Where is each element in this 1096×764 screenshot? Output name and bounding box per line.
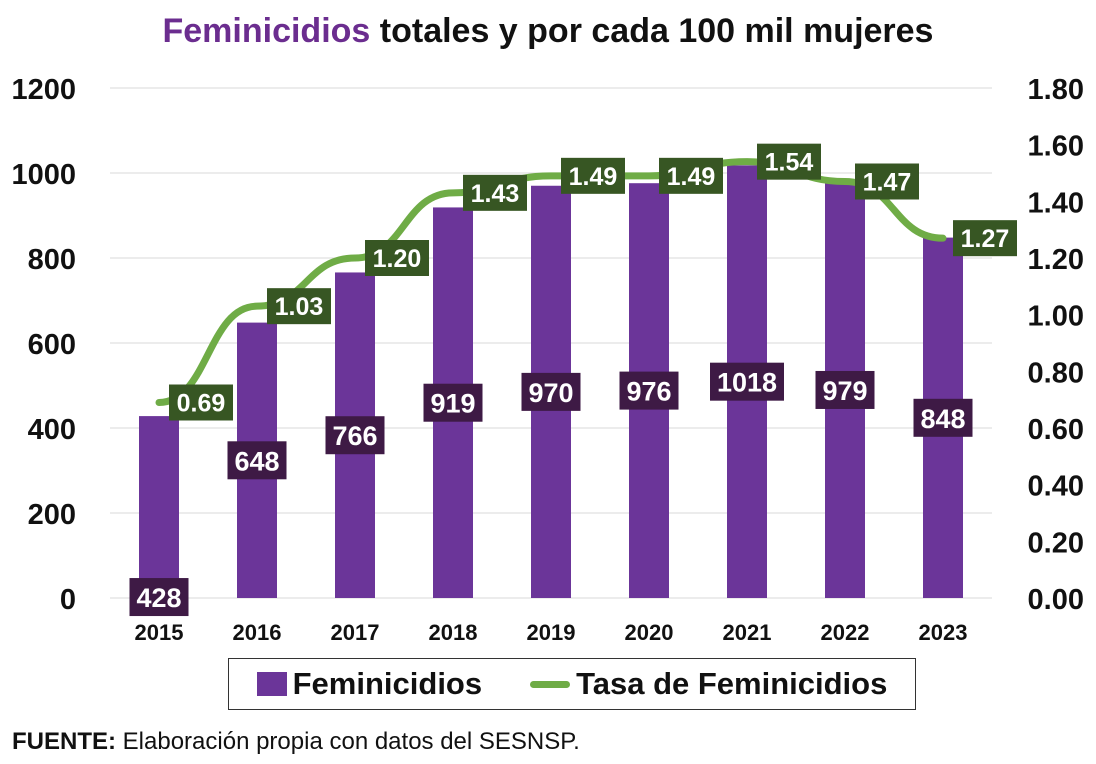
bar-data-label: 979 (822, 376, 867, 406)
line-data-label-box (561, 157, 625, 194)
bar-data-label-box (619, 371, 679, 410)
bar-data-label: 428 (136, 583, 181, 613)
x-axis-tick-label: 2015 (135, 620, 184, 645)
line-data-label: 1.27 (961, 225, 1010, 253)
line-data-label-box (463, 174, 527, 211)
x-axis-tick-label: 2022 (821, 620, 870, 645)
right-axis-tick-label: 0.40 (1028, 471, 1084, 503)
combo-chart: 0 200 400 600 800 1000 1200 0.00 0.20 0.40 0.60 0.8… (11, 74, 1084, 645)
right-axis-tick-label: 1.40 (1028, 187, 1084, 219)
bar-data-label-box (325, 416, 385, 455)
source-note: FUENTE: Elaboración propia con datos del… (12, 728, 580, 756)
right-axis-tick-label: 0.00 (1028, 584, 1084, 616)
x-axis-tick-label: 2021 (723, 620, 772, 645)
bar-data-label: 1018 (717, 368, 777, 398)
legend-bar-label: Feminicidios (292, 666, 483, 701)
bar-data-label: 648 (234, 446, 279, 476)
left-axis-tick-label: 1200 (11, 74, 76, 106)
bar-data-label-box (227, 441, 287, 480)
legend-item-feminicidios: Feminicidios (256, 666, 483, 702)
left-axis-tick-label: 600 (28, 329, 76, 361)
line-data-label: 1.49 (667, 163, 716, 191)
bar-data-label: 848 (920, 404, 965, 434)
chart-title: Feminicidios totales y por cada 100 mil … (0, 12, 1096, 51)
left-axis-tick-label: 800 (28, 244, 76, 276)
line-data-label: 1.49 (569, 163, 618, 191)
line-data-label-box (855, 163, 919, 200)
bar-data-label-box (913, 398, 973, 437)
bar-data-label-box (815, 370, 875, 409)
left-axis-tick-label: 0 (60, 584, 76, 616)
right-axis-tick-label: 1.20 (1028, 244, 1084, 276)
x-axis-tick-label: 2017 (331, 620, 380, 645)
line-data-label-box (365, 240, 429, 276)
line-data-label: 0.69 (177, 390, 226, 418)
line-data-label-box (267, 288, 331, 325)
bar-data-label: 766 (332, 421, 377, 451)
line-data-label: 1.20 (373, 245, 422, 273)
right-axis-tick-label: 1.80 (1028, 74, 1084, 106)
left-axis-tick-label: 1000 (11, 159, 76, 191)
x-axis-tick-label: 2020 (625, 620, 674, 645)
line-data-label: 1.47 (863, 169, 912, 197)
line-data-label-box (169, 384, 233, 421)
line-data-label-box (659, 157, 723, 194)
legend: Feminicidios Tasa de Feminicidios (228, 658, 916, 710)
legend-line-swatch (530, 680, 571, 688)
x-axis-tick-label: 2016 (233, 620, 282, 645)
right-axis-tick-label: 0.20 (1028, 527, 1084, 559)
legend-line-label: Tasa de Feminicidios (576, 666, 888, 701)
bar-data-label: 976 (626, 377, 671, 407)
x-axis-tick-label: 2019 (527, 620, 576, 645)
right-axis-tick-label: 1.60 (1028, 131, 1084, 163)
source-text: Elaboración propia con datos del SESNSP. (116, 728, 580, 755)
line-data-label: 1.03 (275, 293, 324, 321)
bar (139, 416, 179, 598)
bar-data-label: 919 (430, 389, 475, 419)
legend-item-tasa: Tasa de Feminicidios (530, 666, 887, 702)
right-axis-tick-label: 0.60 (1028, 414, 1084, 446)
line-data-label-box (953, 220, 1017, 257)
bar-data-label-box (710, 362, 784, 401)
legend-bar-swatch (256, 672, 287, 696)
line-data-label: 1.54 (765, 149, 814, 177)
line-data-label: 1.43 (471, 180, 520, 208)
chart-title-accent: Feminicidios (162, 12, 371, 50)
source-label: FUENTE: (12, 728, 116, 755)
line-data-label-box (757, 143, 821, 180)
right-axis-tick-label: 1.00 (1028, 301, 1084, 333)
right-axis-tick-label: 0.80 (1028, 357, 1084, 389)
chart-title-rest: totales y por cada 100 mil mujeres (370, 12, 934, 50)
x-axis-tick-label: 2023 (919, 620, 968, 645)
bar-data-label-box (423, 383, 483, 422)
bar-data-label-box (129, 578, 189, 617)
bar-data-label: 970 (528, 378, 573, 408)
left-axis-tick-label: 400 (28, 414, 76, 446)
x-axis-tick-label: 2018 (429, 620, 478, 645)
left-axis-tick-label: 200 (28, 499, 76, 531)
bar-data-label-box (521, 372, 581, 411)
